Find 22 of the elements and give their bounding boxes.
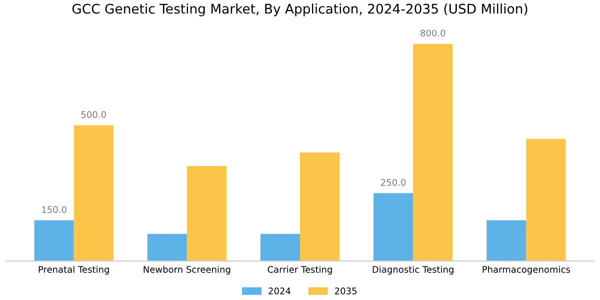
legend-label: 2024 [268,288,290,294]
data-label: 800.0 [420,30,446,37]
bar [300,152,340,261]
x-tick-label: Newborn Screening [144,266,230,275]
bar [34,220,74,261]
data-label: 250.0 [381,179,406,186]
chart-title: GCC Genetic Testing Market, By Application, 2024-2035 (USD Million) [72,4,528,16]
bar [186,166,226,261]
bar [74,125,114,261]
data-label: 150.0 [42,206,66,213]
bar [486,220,526,261]
data-label: 500.0 [81,111,106,118]
bar [374,193,414,261]
x-tick-label: Carrier Testing [268,266,332,275]
x-tick-label: Diagnostic Testing [372,266,454,275]
bar [260,234,300,261]
legend-label: 2035 [334,288,356,294]
bar [413,44,453,261]
x-tick-label: Prenatal Testing [38,266,109,275]
x-tick-label: Pharmacogenomics [482,266,570,275]
bar [147,234,187,261]
bar [526,138,566,261]
